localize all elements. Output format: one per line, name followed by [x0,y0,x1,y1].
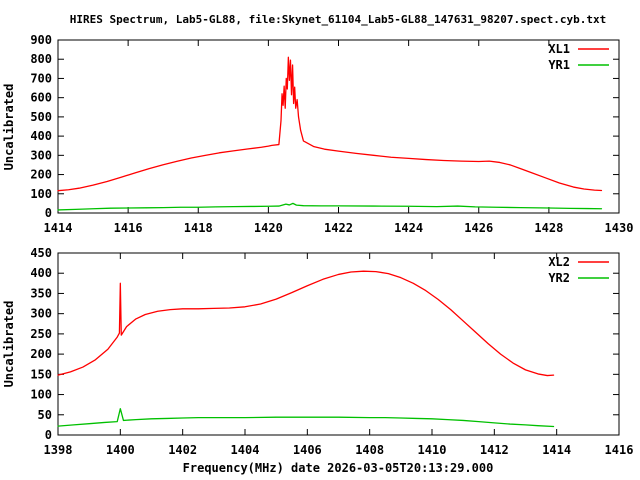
y-tick-label: 800 [30,52,52,66]
x-tick-label: 1422 [324,221,353,235]
y-tick-label: 200 [30,168,52,182]
x-axis-label: Frequency(MHz) date 2026-03-05T20:13:29.… [183,461,494,475]
x-tick-label: 1412 [480,443,509,457]
x-tick-label: 1414 [542,443,571,457]
x-tick-label: 1414 [44,221,73,235]
series-YR2 [57,408,555,428]
y-tick-label: 100 [30,187,52,201]
x-tick-label: 1424 [394,221,423,235]
bottom-chart: 1398 1400 1402 1404 1406 1408 1410 1412 1414 1416… [30,246,633,457]
top-chart: 1414 1416 1418 1420 1422 1424 1426 1428 1430 0 100… [30,33,633,235]
plot-border [57,39,620,214]
y-tick-label: 300 [30,148,52,162]
x-tick-label: 1416 [114,221,143,235]
y-tick-label: 600 [30,91,52,105]
legend-label-YR1: YR1 [548,58,570,72]
series-YR1 [57,202,603,211]
y-tick-label: 250 [30,327,52,341]
x-tick-label: 1416 [605,443,634,457]
plot-title: HIRES Spectrum, Lab5-GL88, file:Skynet_6… [70,13,606,26]
y-tick-label: 700 [30,71,52,85]
x-tick-label: 1430 [605,221,634,235]
x-tick-label: 1400 [106,443,135,457]
y-tick-label: 0 [45,206,52,220]
y-tick-label: 350 [30,286,52,300]
x-tick-label: 1426 [464,221,493,235]
x-tick-label: 1408 [355,443,384,457]
legend-label-XL2: XL2 [548,255,570,269]
y-tick-label: 400 [30,266,52,280]
x-tick-label: 1410 [418,443,447,457]
y-tick-label: 100 [30,388,52,402]
y-tick-label: 0 [45,428,52,442]
series-XL1 [57,56,603,192]
y-tick-label: 200 [30,347,52,361]
y-tick-label: 900 [30,33,52,47]
y-tick-label: 450 [30,246,52,260]
plot-border [57,252,620,436]
x-tick-label: 1404 [231,443,260,457]
x-tick-label: 1402 [168,443,197,457]
bottom-y-axis-label: Uncalibrated [2,301,16,388]
legend-label-YR2: YR2 [548,271,570,285]
x-tick-label: 1406 [293,443,322,457]
x-tick-label: 1420 [254,221,283,235]
x-tick-label: 1398 [44,443,73,457]
top-y-axis-label: Uncalibrated [2,84,16,171]
x-tick-label: 1418 [184,221,213,235]
y-tick-label: 50 [38,408,52,422]
y-tick-label: 300 [30,307,52,321]
y-tick-label: 150 [30,367,52,381]
series-XL2 [57,270,555,377]
y-tick-label: 500 [30,110,52,124]
x-tick-label: 1428 [534,221,563,235]
y-tick-label: 400 [30,129,52,143]
legend-label-XL1: XL1 [548,42,570,56]
